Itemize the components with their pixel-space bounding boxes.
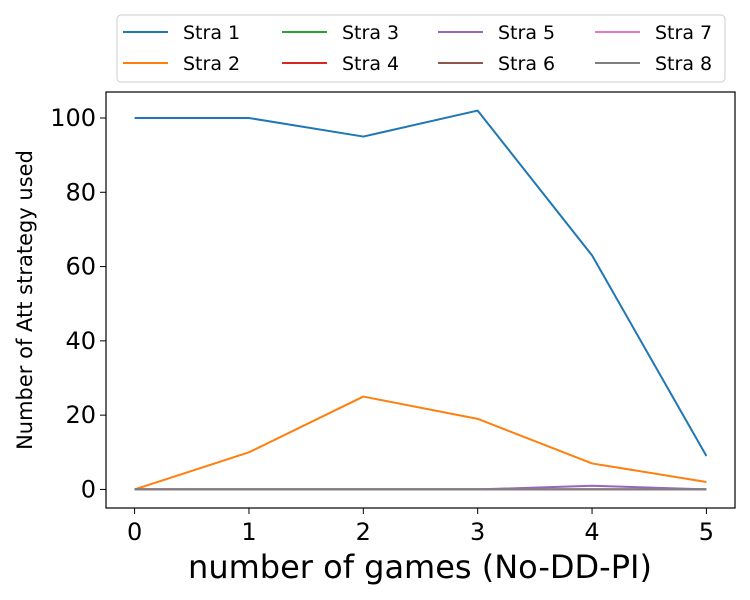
y-tick-label: 40 — [65, 327, 96, 355]
y-axis-ticks: 0 20 40 60 80 100 — [50, 104, 106, 503]
series-layer — [134, 109, 708, 491]
y-tick-label: 60 — [65, 253, 96, 281]
legend-item-stra-6: Stra 6 — [438, 53, 555, 75]
legend-frame — [116, 14, 726, 83]
x-axis-title: number of games (No-DD-PI) — [188, 548, 652, 586]
x-tick-label: 0 — [127, 518, 142, 546]
legend-item-stra-2: Stra 2 — [123, 53, 240, 75]
plot-frame — [105, 91, 736, 509]
legend-label: Stra 5 — [498, 22, 555, 44]
legend-label: Stra 1 — [183, 22, 240, 44]
y-tick-label: 20 — [65, 401, 96, 429]
x-tick-label: 5 — [699, 518, 714, 546]
legend-label: Stra 2 — [183, 53, 240, 75]
y-tick-label: 80 — [65, 178, 96, 206]
legend-label: Stra 7 — [655, 22, 712, 44]
series-line-stra-2 — [134, 395, 707, 491]
y-axis-title: Number of Att strategy used — [13, 150, 37, 450]
series-line-stra-1 — [134, 109, 708, 457]
x-tick-label: 4 — [584, 518, 599, 546]
legend-item-stra-8: Stra 8 — [595, 53, 712, 75]
x-tick-label: 3 — [470, 518, 485, 546]
y-tick-label: 0 — [81, 475, 96, 503]
x-tick-label: 1 — [241, 518, 256, 546]
y-tick-label: 100 — [50, 104, 96, 132]
legend-item-stra-5: Stra 5 — [438, 22, 555, 44]
x-axis-ticks: 0 1 2 3 4 5 — [127, 508, 714, 546]
legend: Stra 1 Stra 2 Stra 3 Stra 4 Stra 5 Stra 6 Stra… — [116, 14, 726, 83]
x-tick-label: 2 — [356, 518, 371, 546]
legend-item-stra-3: Stra 3 — [282, 22, 399, 44]
legend-label: Stra 3 — [342, 22, 399, 44]
legend-item-stra-7: Stra 7 — [595, 22, 712, 44]
legend-label: Stra 8 — [655, 53, 712, 75]
legend-item-stra-4: Stra 4 — [282, 53, 399, 75]
legend-item-stra-1: Stra 1 — [123, 22, 240, 44]
legend-label: Stra 4 — [342, 53, 399, 75]
legend-label: Stra 6 — [498, 53, 555, 75]
